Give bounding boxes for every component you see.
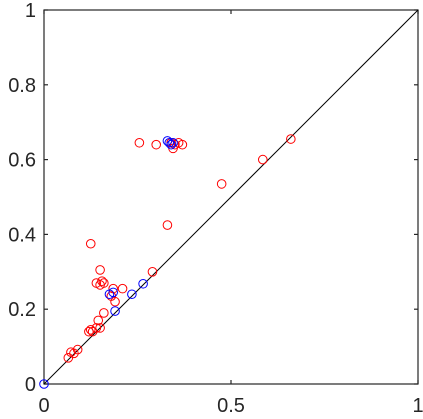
data-point: [257, 154, 268, 165]
axis-ticks: [43, 9, 419, 385]
data-point: [97, 276, 107, 286]
data-point: [216, 179, 227, 189]
data-point: [286, 134, 296, 144]
y-tick-label: 0.2: [8, 299, 36, 321]
data-point: [39, 379, 49, 389]
data-point: [168, 137, 178, 148]
data-point: [69, 348, 79, 359]
data-point: [95, 323, 105, 333]
data-point: [177, 139, 188, 150]
data-point: [164, 137, 175, 148]
data-point: [162, 136, 173, 146]
data-point: [85, 324, 96, 335]
data-point: [84, 326, 94, 337]
data-point: [87, 326, 98, 337]
data-point: [72, 344, 83, 355]
data-point: [110, 296, 120, 307]
data-point: [147, 267, 158, 277]
data-point: [93, 315, 104, 326]
data-point: [91, 323, 102, 333]
y-tick-label: 0.4: [8, 224, 36, 246]
y-tick-label: 0: [25, 374, 36, 396]
data-point: [63, 353, 74, 363]
y-tick-label: 0.8: [8, 75, 36, 97]
data-point: [117, 283, 128, 294]
x-tick-label: 0.5: [217, 395, 245, 417]
data-point: [162, 220, 173, 230]
data-point: [151, 139, 161, 150]
data-point: [99, 308, 109, 318]
y-tick-label: 1: [25, 0, 36, 22]
data-point: [110, 306, 120, 316]
diagonal-line: [43, 9, 419, 385]
tick-labels: 0 0.5 1 0 0.2 0.4 0.6 0.8 1: [8, 0, 423, 417]
data-points: [39, 134, 296, 389]
data-point: [108, 287, 118, 298]
data-point: [138, 278, 148, 289]
data-point: [134, 137, 145, 148]
x-tick-label: 1: [412, 395, 423, 417]
data-point: [127, 289, 137, 300]
y-tick-label: 0.6: [8, 150, 36, 172]
data-point: [99, 278, 109, 288]
data-point: [85, 238, 96, 249]
reference-line: [43, 9, 419, 385]
data-point: [95, 265, 105, 275]
data-point: [166, 139, 176, 150]
x-tick-label: 0: [38, 395, 49, 417]
